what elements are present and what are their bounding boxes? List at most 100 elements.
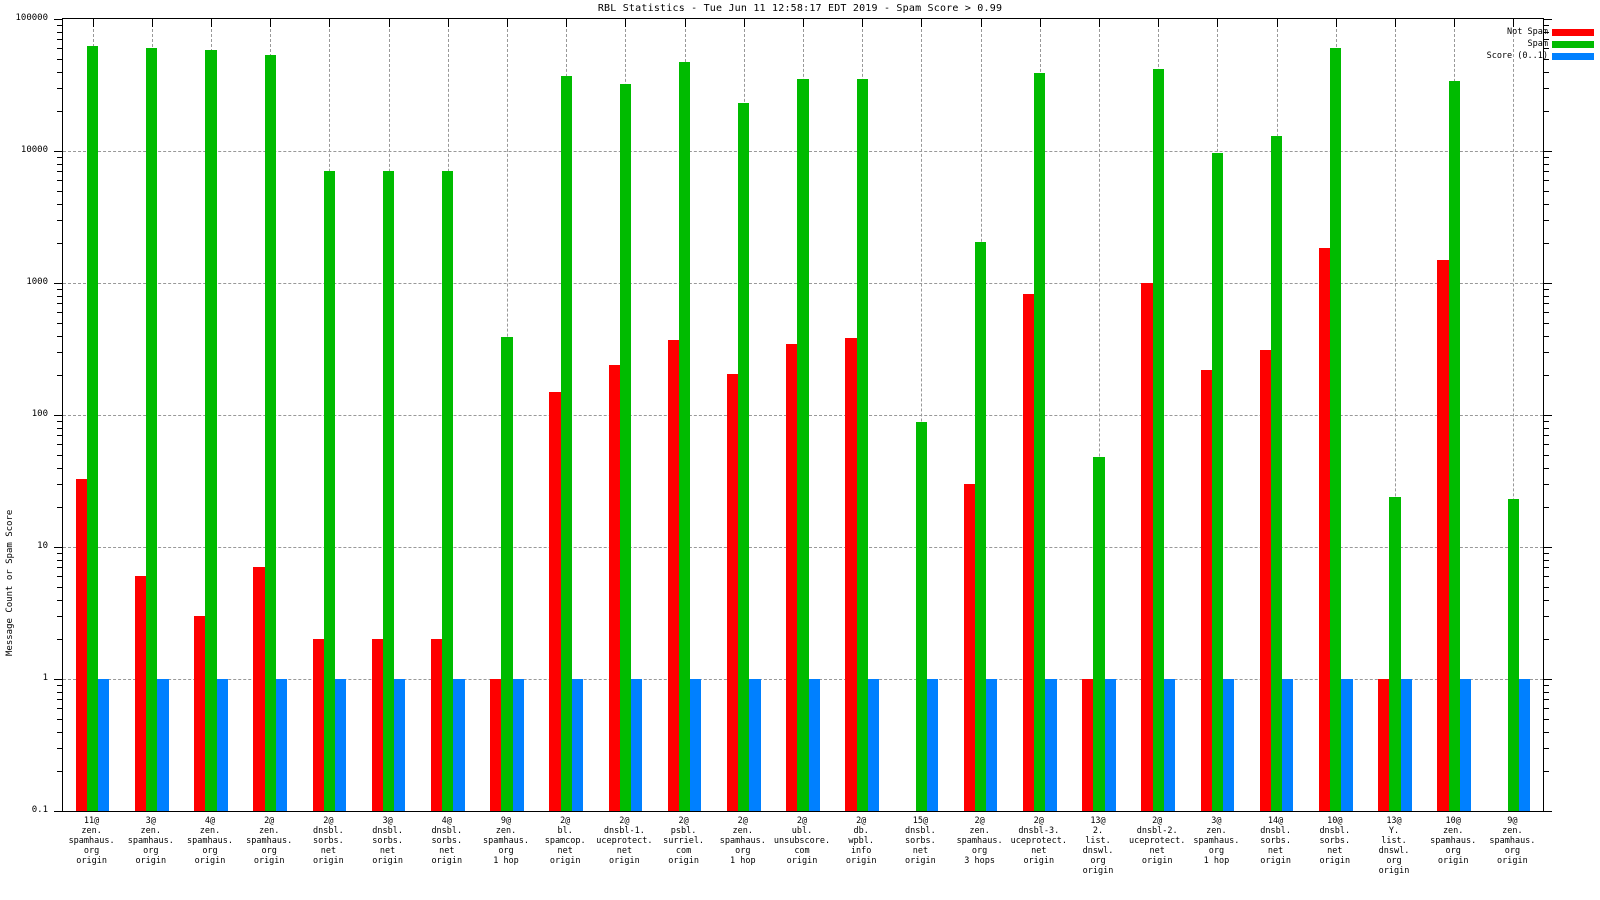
y-axis-minor-tick-right	[1543, 157, 1549, 159]
x-gridline	[1395, 19, 1396, 811]
bar-score	[335, 679, 347, 811]
x-axis-tick-label: 14@ dnsbl. sorbs. net origin	[1260, 816, 1291, 866]
x-gridline	[921, 19, 923, 811]
bar-score	[512, 679, 524, 811]
x-axis-tick-label: 2@ zen. spamhaus. org 1 hop	[719, 816, 766, 866]
y-axis-minor-tick	[57, 190, 63, 192]
bar-score	[1400, 679, 1412, 811]
y-axis-minor-tick	[57, 567, 63, 569]
bar-spam	[856, 79, 868, 811]
y-axis-minor-tick	[57, 718, 63, 720]
bar-score	[453, 679, 465, 811]
y-axis-minor-tick-right	[1543, 427, 1549, 429]
bar-score	[98, 679, 110, 811]
x-axis-tick-top	[1039, 19, 1041, 27]
x-axis-tick-top	[566, 19, 568, 27]
y-axis-tick-label: 100000	[15, 13, 48, 23]
y-axis-minor-tick	[57, 748, 63, 750]
x-axis-tick-top	[329, 19, 331, 27]
x-axis-tick-top	[1454, 19, 1456, 27]
bar-score	[986, 679, 998, 811]
y-axis-minor-tick-right	[1543, 312, 1549, 314]
y-axis-minor-tick-right	[1543, 559, 1549, 561]
y-axis-minor-tick-right	[1543, 352, 1549, 354]
y-axis-minor-tick	[57, 444, 63, 446]
x-axis-tick-top	[1335, 19, 1337, 27]
bar-spam	[205, 50, 217, 811]
y-axis-minor-tick	[57, 484, 63, 486]
x-axis-tick-label: 11@ zen. spamhaus. org origin	[68, 816, 115, 866]
bar-spam	[264, 55, 276, 811]
bar-not_spam	[1023, 293, 1035, 811]
y-axis-tick-label: 10000	[20, 145, 48, 155]
bar-not_spam	[490, 679, 502, 811]
y-axis-minor-tick-right	[1543, 576, 1549, 578]
bar-spam	[383, 171, 395, 811]
y-axis-minor-tick-right	[1543, 616, 1549, 618]
y-axis-minor-tick-right	[1543, 718, 1549, 720]
x-axis-tick-top	[1395, 19, 1396, 27]
bar-not_spam	[1082, 679, 1094, 811]
legend-item: Score (0..1)	[1454, 50, 1594, 62]
y-axis-minor-tick-right	[1543, 467, 1549, 469]
x-gridline	[1099, 19, 1100, 811]
y-axis-minor-tick-right	[1543, 507, 1549, 509]
y-axis-tick-right	[1543, 415, 1552, 416]
y-axis-minor-tick	[57, 39, 63, 41]
y-axis-minor-tick	[57, 111, 63, 113]
y-axis-tick-label: 1	[42, 673, 48, 683]
y-axis-minor-tick-right	[1543, 295, 1549, 297]
y-axis-minor-tick	[57, 58, 63, 60]
y-axis-minor-tick	[57, 88, 63, 90]
y-axis-tick	[54, 151, 63, 152]
y-axis-minor-tick-right	[1543, 289, 1549, 291]
bar-score	[1519, 679, 1531, 811]
y-axis-minor-tick	[57, 691, 63, 693]
y-axis-minor-tick-right	[1543, 71, 1549, 73]
y-axis-minor-tick	[57, 352, 63, 354]
y-axis-minor-tick-right	[1543, 691, 1549, 693]
bar-spam	[738, 103, 750, 811]
y-axis-minor-tick	[57, 335, 63, 337]
y-axis-minor-tick	[57, 31, 63, 33]
y-axis-minor-tick-right	[1543, 553, 1549, 555]
bar-not_spam	[1141, 283, 1153, 811]
y-axis-tick-right	[1543, 679, 1552, 680]
x-axis-tick-top	[1158, 19, 1160, 27]
y-axis-minor-tick	[57, 467, 63, 469]
bar-score	[1163, 679, 1175, 811]
y-axis-tick	[54, 19, 63, 20]
y-axis-minor-tick	[57, 454, 63, 456]
legend-item: Not Spam	[1454, 26, 1594, 38]
y-axis-minor-tick	[57, 71, 63, 73]
bar-spam	[442, 171, 454, 811]
y-axis-tick-label: 1000	[26, 277, 48, 287]
y-axis-minor-tick-right	[1543, 454, 1549, 456]
bar-spam	[1330, 48, 1342, 811]
y-axis-minor-tick-right	[1543, 421, 1549, 423]
bar-score	[1045, 679, 1057, 811]
y-axis-minor-tick-right	[1543, 375, 1549, 377]
x-axis-tick-label: 10@ zen. spamhaus. org origin	[1430, 816, 1477, 866]
x-axis-tick-top	[862, 19, 864, 27]
bar-score	[1459, 679, 1471, 811]
chart-title: RBL Statistics - Tue Jun 11 12:58:17 EDT…	[597, 3, 1003, 14]
y-axis-minor-tick	[57, 559, 63, 561]
y-axis-minor-tick-right	[1543, 435, 1549, 437]
y-axis-minor-tick	[57, 375, 63, 377]
bar-not_spam	[75, 478, 87, 811]
y-axis-tick-right	[1543, 151, 1552, 152]
bar-not_spam	[1319, 247, 1331, 811]
y-axis-minor-tick	[57, 203, 63, 205]
bar-spam	[1448, 80, 1460, 811]
y-axis-minor-tick-right	[1543, 220, 1549, 222]
bar-score	[808, 679, 820, 811]
x-axis-tick-top	[743, 19, 745, 27]
y-axis-tick-right	[1543, 811, 1552, 812]
y-axis-minor-tick-right	[1543, 444, 1549, 446]
x-axis-tick-label: 2@ db. wpbl. info origin	[845, 816, 877, 866]
bar-not_spam	[253, 567, 265, 811]
bar-score	[690, 679, 702, 811]
x-axis-tick-label: 15@ dnsbl. sorbs. net origin	[905, 816, 936, 866]
